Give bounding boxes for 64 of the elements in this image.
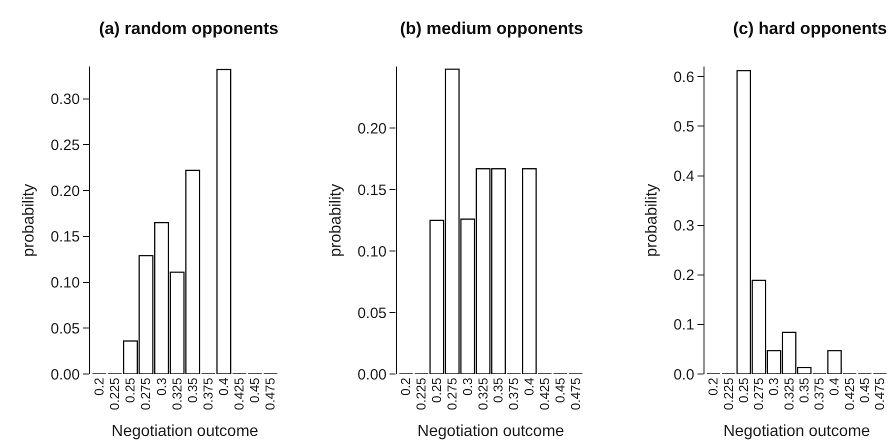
x-tick-label: 0.225 [720, 378, 736, 410]
y-tick-label: 0.20 [50, 182, 80, 200]
chart-title: (b) medium opponents [400, 19, 584, 38]
y-tick-label: 0.20 [357, 120, 387, 138]
x-axis-title: Negotiation outcome [112, 422, 258, 440]
x-tick-label: 0.325 [781, 378, 796, 410]
chart-title: (a) random opponents [99, 19, 278, 38]
x-tick-label: 0.35 [184, 378, 200, 403]
x-tick-label: 0.425 [537, 378, 552, 410]
y-tick-label: 0.15 [50, 228, 80, 246]
y-tick-label: 0.0 [673, 366, 694, 384]
y-tick-label: 0.10 [357, 243, 387, 260]
y-tick-label: 0.2 [673, 267, 694, 284]
x-axis-title: Negotiation outcome [723, 422, 870, 440]
x-tick-label: 0.475 [262, 378, 278, 410]
chart-title: (c) hard opponents [733, 19, 887, 38]
y-tick-label: 0.30 [50, 91, 80, 108]
x-tick-label: 0.4 [826, 378, 842, 396]
x-tick-label: 0.375 [200, 378, 216, 410]
x-tick-label: 0.2 [92, 378, 107, 396]
x-tick-label: 0.325 [169, 378, 184, 410]
x-tick-label: 0.225 [107, 378, 122, 410]
x-tick-label: 0.35 [490, 378, 506, 403]
x-tick-label: 0.3 [460, 378, 475, 396]
x-tick-label: 0.275 [751, 378, 766, 410]
y-tick-label: 0.00 [50, 366, 80, 384]
x-tick-label: 0.45 [247, 378, 262, 403]
x-tick-label: 0.2 [398, 378, 414, 396]
y-axis-title: probability [20, 184, 38, 257]
x-tick-label: 0.475 [568, 378, 583, 410]
x-tick-label: 0.375 [812, 378, 827, 410]
y-tick-label: 0.25 [50, 136, 80, 154]
x-tick-label: 0.2 [706, 378, 721, 396]
x-tick-label: 0.375 [506, 378, 522, 410]
x-tick-label: 0.45 [552, 378, 568, 403]
y-axis-title: probability [327, 184, 344, 257]
x-tick-label: 0.4 [216, 378, 232, 396]
x-tick-label: 0.35 [796, 378, 812, 403]
y-tick-label: 0.5 [673, 118, 694, 136]
y-tick-label: 0.05 [50, 320, 80, 338]
y-axis-title: probability [643, 184, 660, 257]
y-tick-label: 0.10 [50, 274, 80, 292]
y-tick-label: 0.15 [357, 182, 387, 199]
y-tick-label: 0.6 [673, 68, 694, 86]
x-tick-label: 0.4 [522, 378, 537, 396]
x-tick-label: 0.45 [857, 378, 872, 403]
y-tick-label: 0.4 [673, 168, 694, 185]
y-tick-label: 0.1 [673, 316, 694, 334]
y-tick-label: 0.00 [357, 366, 387, 384]
x-tick-label: 0.25 [429, 378, 444, 403]
x-tick-label: 0.275 [444, 378, 460, 410]
x-tick-label: 0.225 [414, 378, 429, 410]
x-tick-label: 0.325 [475, 378, 490, 410]
x-tick-label: 0.475 [872, 378, 888, 410]
x-tick-label: 0.3 [154, 378, 169, 396]
x-tick-label: 0.275 [138, 378, 154, 410]
x-tick-label: 0.25 [122, 378, 138, 403]
y-tick-label: 0.05 [357, 304, 387, 322]
x-tick-label: 0.3 [766, 378, 782, 396]
y-tick-label: 0.3 [673, 218, 694, 235]
x-axis-title: Negotiation outcome [417, 422, 564, 440]
x-tick-label: 0.425 [232, 378, 247, 410]
x-tick-label: 0.25 [736, 378, 751, 403]
x-tick-label: 0.425 [842, 378, 857, 410]
